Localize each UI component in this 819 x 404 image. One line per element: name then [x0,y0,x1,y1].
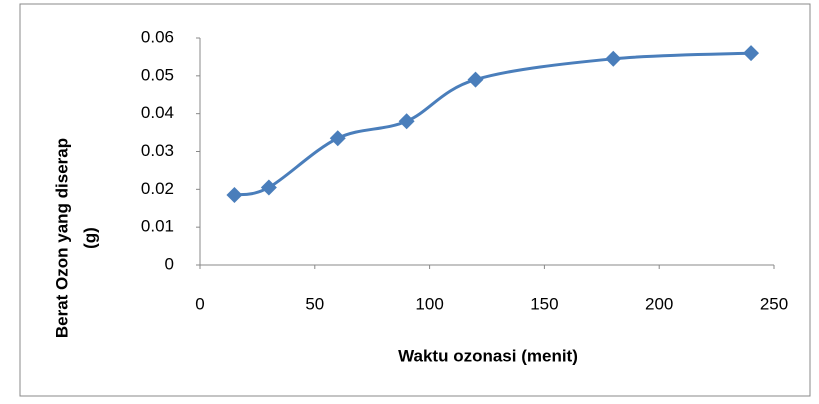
y-tick-label: 0.05 [141,65,174,84]
data-point [398,113,415,130]
data-point [605,50,622,67]
x-tick-label: 50 [305,294,324,313]
chart-frame [19,3,811,397]
data-point [329,130,346,147]
y-tick-label: 0.04 [141,103,174,122]
x-tick-label: 250 [760,294,788,313]
data-point [260,179,277,196]
x-axis-label: Waktu ozonasi (menit) [398,346,578,365]
data-point [226,187,243,204]
y-tick-label: 0.01 [141,217,174,236]
series-line [234,51,752,197]
data-point [467,71,484,88]
data-point [743,45,760,62]
y-axis-label: Berat Ozon yang diserap [52,138,71,338]
x-tick-label: 0 [195,294,204,313]
y-tick-label: 0.06 [141,27,174,46]
x-tick-label: 200 [645,294,673,313]
x-tick-label: 100 [415,294,443,313]
x-tick-label: 150 [530,294,558,313]
y-tick-label: 0 [165,254,174,273]
y-tick-label: 0.02 [141,179,174,198]
y-tick-label: 0.03 [141,141,174,160]
y-axis-label: (g) [80,227,99,249]
